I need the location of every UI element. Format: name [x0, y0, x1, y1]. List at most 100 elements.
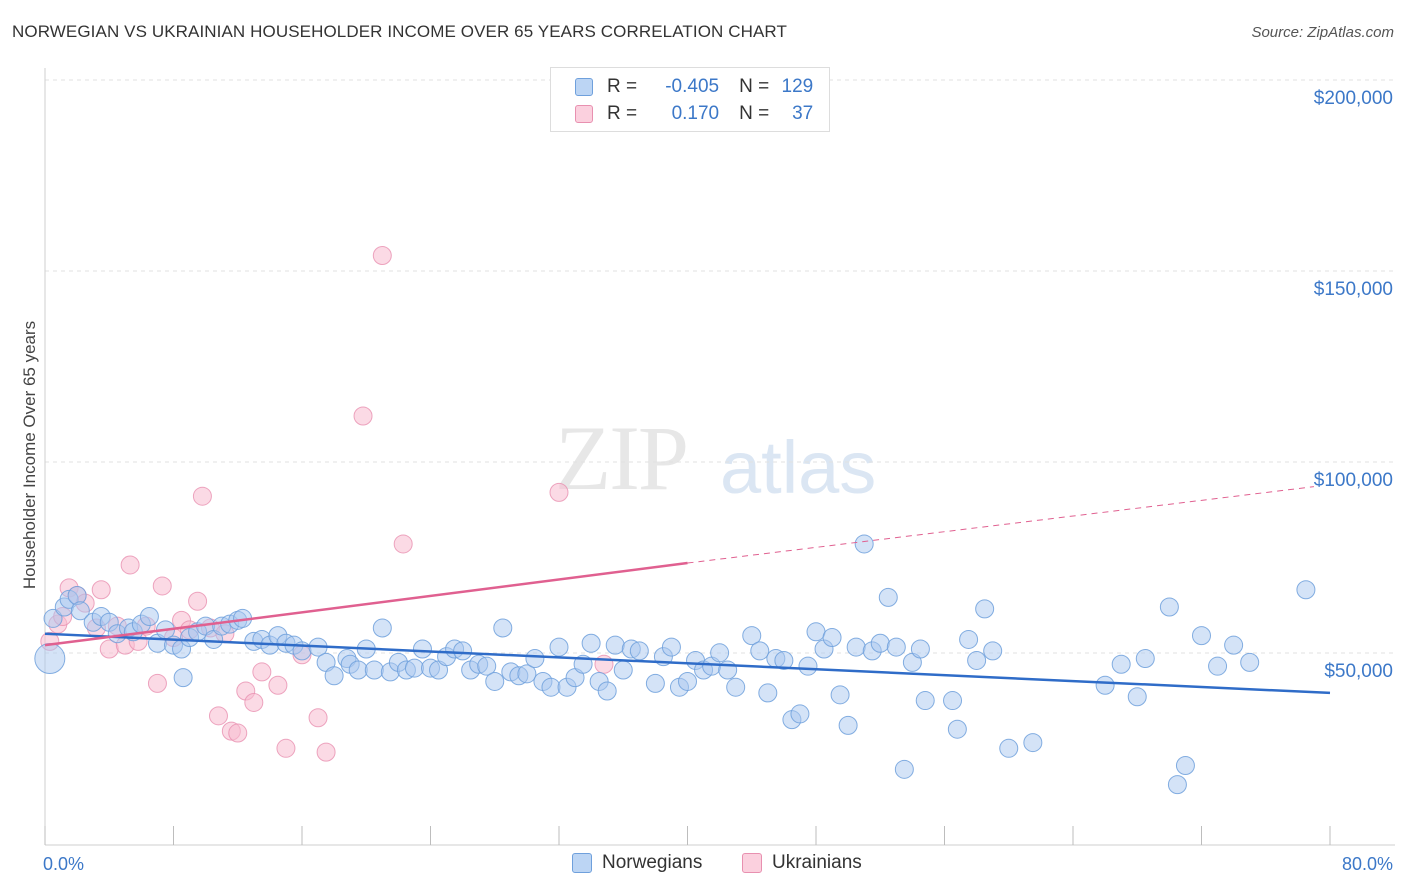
- norwegians-point: [139, 607, 159, 627]
- norwegians-point: [846, 637, 866, 657]
- norwegians-point: [774, 650, 794, 670]
- chart-title: NORWEGIAN VS UKRAINIAN HOUSEHOLDER INCOM…: [12, 22, 787, 41]
- norwegians-point: [806, 622, 826, 642]
- correlation-legend: R = -0.405 N = 129 R = 0.170 N = 37: [550, 67, 830, 132]
- norwegians-point: [605, 635, 625, 655]
- norwegians-point: [581, 633, 601, 653]
- y-tick-label: $50,000: [1324, 661, 1393, 682]
- norwegians-point: [790, 704, 810, 724]
- ukrainians-point: [372, 246, 392, 266]
- ukrainians-point: [276, 738, 296, 758]
- x-tick-label: 80.0%: [1342, 854, 1393, 874]
- ukrainians-point: [549, 482, 569, 502]
- ukrainians-trend-line: [44, 561, 688, 647]
- norwegians-point: [1095, 675, 1115, 695]
- norwegians-point: [324, 666, 344, 686]
- norwegians-point: [453, 641, 473, 661]
- ukrainians-points: [40, 246, 614, 762]
- ukrainians-point: [208, 706, 228, 726]
- ukrainians-point: [244, 692, 264, 712]
- legend-row-ukrainians: R = 0.170 N = 37: [575, 100, 813, 128]
- norwegians-point: [34, 643, 66, 675]
- ukrainians-point: [228, 723, 248, 743]
- trend-lines: [44, 486, 1331, 695]
- norwegians-point: [1111, 654, 1131, 674]
- legend-n-value: 37: [792, 103, 814, 124]
- legend-item-ukrainians[interactable]: Ukrainians: [742, 852, 862, 874]
- norwegians-point: [822, 628, 842, 648]
- legend-swatch-norwegians: [575, 78, 593, 96]
- norwegians-point: [742, 626, 762, 646]
- norwegians-point: [485, 671, 505, 691]
- norwegians-point: [870, 633, 890, 653]
- norwegians-trend-line: [44, 632, 1331, 695]
- norwegians-point: [798, 656, 818, 676]
- norwegians-point: [645, 673, 665, 693]
- norwegians-point: [1208, 656, 1228, 676]
- y-tick-label: $150,000: [1314, 279, 1393, 300]
- norwegians-swatch: [572, 853, 592, 873]
- norwegians-point: [959, 629, 979, 649]
- norwegians-label: Norwegians: [602, 852, 703, 873]
- norwegians-point: [1023, 733, 1043, 753]
- ukrainians-swatch: [742, 853, 762, 873]
- legend-row-norwegians: R = -0.405 N = 129: [575, 73, 813, 101]
- y-tick-label: $100,000: [1314, 470, 1393, 491]
- norwegians-point: [1167, 775, 1187, 795]
- norwegians-point: [70, 601, 90, 621]
- norwegians-point: [629, 641, 649, 661]
- norwegians-point: [983, 641, 1003, 661]
- norwegians-point: [710, 643, 730, 663]
- ukrainians-point: [393, 534, 413, 554]
- ukrainians-trend-extension: [687, 486, 1314, 564]
- legend-n-label: N =: [739, 76, 770, 97]
- norwegians-point: [43, 608, 63, 628]
- ukrainians-point: [147, 673, 167, 693]
- norwegians-point: [947, 719, 967, 739]
- legend-item-norwegians[interactable]: Norwegians: [572, 852, 702, 874]
- legend-r-value: -0.405: [665, 76, 720, 97]
- norwegians-point: [412, 639, 432, 659]
- norwegians-point: [1224, 635, 1244, 655]
- ukrainians-point: [308, 708, 328, 728]
- ukrainians-point: [353, 406, 373, 426]
- norwegians-point: [517, 664, 537, 684]
- watermark-atlas: atlas: [720, 426, 877, 509]
- norwegians-point: [1159, 597, 1179, 617]
- ukrainians-point: [252, 662, 272, 682]
- norwegians-point: [967, 650, 987, 670]
- axis-labels: $50,000 $100,000 $150,000 $200,000 0.0% 80.0%: [43, 88, 1393, 874]
- norwegians-point: [999, 738, 1019, 758]
- norwegians-point: [549, 637, 569, 657]
- norwegians-point: [758, 683, 778, 703]
- norwegians-point: [348, 660, 368, 680]
- legend-n-label: N =: [739, 103, 770, 124]
- norwegians-point: [943, 691, 963, 711]
- norwegians-point: [372, 618, 392, 638]
- ukrainians-point: [120, 555, 140, 575]
- norwegians-point: [1175, 756, 1195, 775]
- legend-r-value: 0.170: [671, 103, 720, 124]
- legend-r-label: R =: [607, 76, 638, 97]
- norwegians-point: [1135, 649, 1155, 669]
- ukrainians-point: [188, 591, 208, 611]
- norwegians-point: [1240, 652, 1260, 672]
- ukrainians-point: [152, 576, 172, 596]
- norwegians-point: [915, 691, 935, 711]
- legend-n-value: 129: [781, 76, 814, 97]
- y-tick-label: $200,000: [1314, 88, 1393, 109]
- legend-swatch-ukrainians: [575, 105, 593, 123]
- norwegians-point: [1192, 626, 1211, 646]
- norwegians-point: [661, 637, 681, 657]
- watermark-zip: ZIP: [555, 407, 689, 509]
- norwegians-point: [975, 599, 995, 619]
- norwegians-point: [1296, 580, 1316, 600]
- grid-lines: [45, 79, 1395, 654]
- norwegians-point: [1127, 687, 1147, 707]
- norwegians-point: [477, 656, 497, 676]
- norwegians-point: [726, 677, 746, 697]
- ukrainians-point: [91, 580, 111, 600]
- ukrainians-point: [192, 486, 212, 506]
- norwegians-point: [838, 715, 858, 735]
